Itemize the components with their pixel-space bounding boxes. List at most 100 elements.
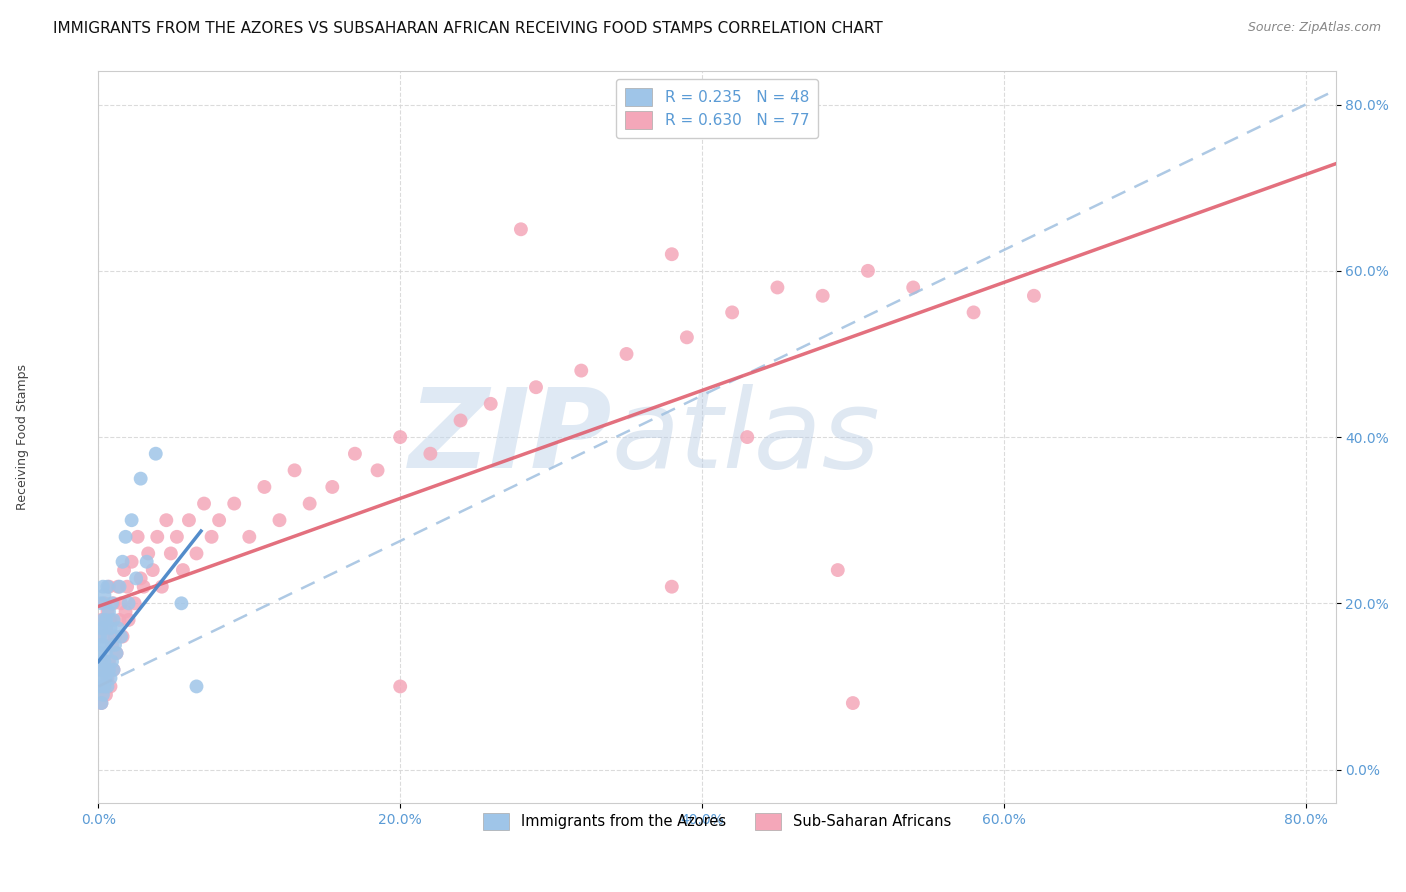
Point <box>89 680 111 694</box>
Point <box>93 655 115 669</box>
Point <box>91 688 114 702</box>
Point <box>766 280 789 294</box>
Point <box>90 638 112 652</box>
Point <box>661 580 683 594</box>
Point <box>103 596 125 610</box>
Point <box>89 663 111 677</box>
Point <box>94 621 117 635</box>
Point <box>94 671 117 685</box>
Text: IMMIGRANTS FROM THE AZORES VS SUBSAHARAN AFRICAN RECEIVING FOOD STAMPS CORRELATI: IMMIGRANTS FROM THE AZORES VS SUBSAHARAN… <box>53 21 883 37</box>
Point <box>661 247 683 261</box>
Legend: Immigrants from the Azores, Sub-Saharan Africans: Immigrants from the Azores, Sub-Saharan … <box>477 807 957 836</box>
Point <box>89 630 111 644</box>
Point <box>238 530 260 544</box>
Point <box>146 530 169 544</box>
Point <box>962 305 984 319</box>
Point <box>166 530 188 544</box>
Point <box>1022 289 1045 303</box>
Point <box>111 555 134 569</box>
Point <box>100 621 122 635</box>
Point <box>367 463 389 477</box>
Point <box>110 596 132 610</box>
Point <box>89 663 111 677</box>
Point <box>103 663 125 677</box>
Point <box>96 630 118 644</box>
Point <box>96 680 118 694</box>
Text: Source: ZipAtlas.com: Source: ZipAtlas.com <box>1247 21 1381 35</box>
Point <box>509 222 531 236</box>
Point <box>616 347 638 361</box>
Point <box>155 513 177 527</box>
Point <box>145 447 167 461</box>
Point <box>94 646 117 660</box>
Point <box>117 613 139 627</box>
Point <box>253 480 276 494</box>
Point <box>200 530 222 544</box>
Point <box>90 671 112 685</box>
Point <box>842 696 865 710</box>
Point <box>132 580 155 594</box>
Point <box>186 546 208 560</box>
Point <box>269 513 291 527</box>
Point <box>135 555 157 569</box>
Point <box>90 621 112 635</box>
Point <box>121 513 143 527</box>
Point <box>124 596 146 610</box>
Point <box>91 613 114 627</box>
Point <box>89 646 111 660</box>
Point <box>136 546 159 560</box>
Point <box>100 671 122 685</box>
Point <box>93 663 115 677</box>
Point <box>389 680 412 694</box>
Point <box>177 513 200 527</box>
Point <box>735 430 758 444</box>
Point <box>100 613 122 627</box>
Point <box>90 613 112 627</box>
Point <box>321 480 343 494</box>
Point <box>90 596 112 610</box>
Point <box>150 580 173 594</box>
Point <box>90 696 112 710</box>
Point <box>125 571 148 585</box>
Point <box>98 663 121 677</box>
Point <box>93 596 115 610</box>
Point <box>110 630 132 644</box>
Point <box>107 621 129 635</box>
Point <box>98 655 121 669</box>
Point <box>108 613 131 627</box>
Point <box>450 413 472 427</box>
Point <box>811 289 834 303</box>
Point <box>479 397 502 411</box>
Point <box>101 596 124 610</box>
Point <box>827 563 849 577</box>
Point <box>129 571 152 585</box>
Point <box>419 447 441 461</box>
Point <box>343 447 366 461</box>
Point <box>96 671 118 685</box>
Point <box>91 638 114 652</box>
Point <box>298 497 321 511</box>
Point <box>721 305 744 319</box>
Point <box>105 646 128 660</box>
Point <box>170 596 193 610</box>
Point <box>91 580 114 594</box>
Point <box>96 605 118 619</box>
Point <box>98 605 121 619</box>
Point <box>117 596 139 610</box>
Point <box>91 663 114 677</box>
Point <box>284 463 307 477</box>
Point <box>676 330 699 344</box>
Y-axis label: Receiving Food Stamps: Receiving Food Stamps <box>15 364 30 510</box>
Point <box>107 580 129 594</box>
Point <box>103 663 125 677</box>
Point <box>101 655 124 669</box>
Point <box>129 472 152 486</box>
Point <box>121 555 143 569</box>
Point <box>100 680 122 694</box>
Point <box>104 630 127 644</box>
Point <box>114 605 136 619</box>
Point <box>186 680 208 694</box>
Point <box>127 530 149 544</box>
Point <box>90 655 112 669</box>
Point <box>389 430 412 444</box>
